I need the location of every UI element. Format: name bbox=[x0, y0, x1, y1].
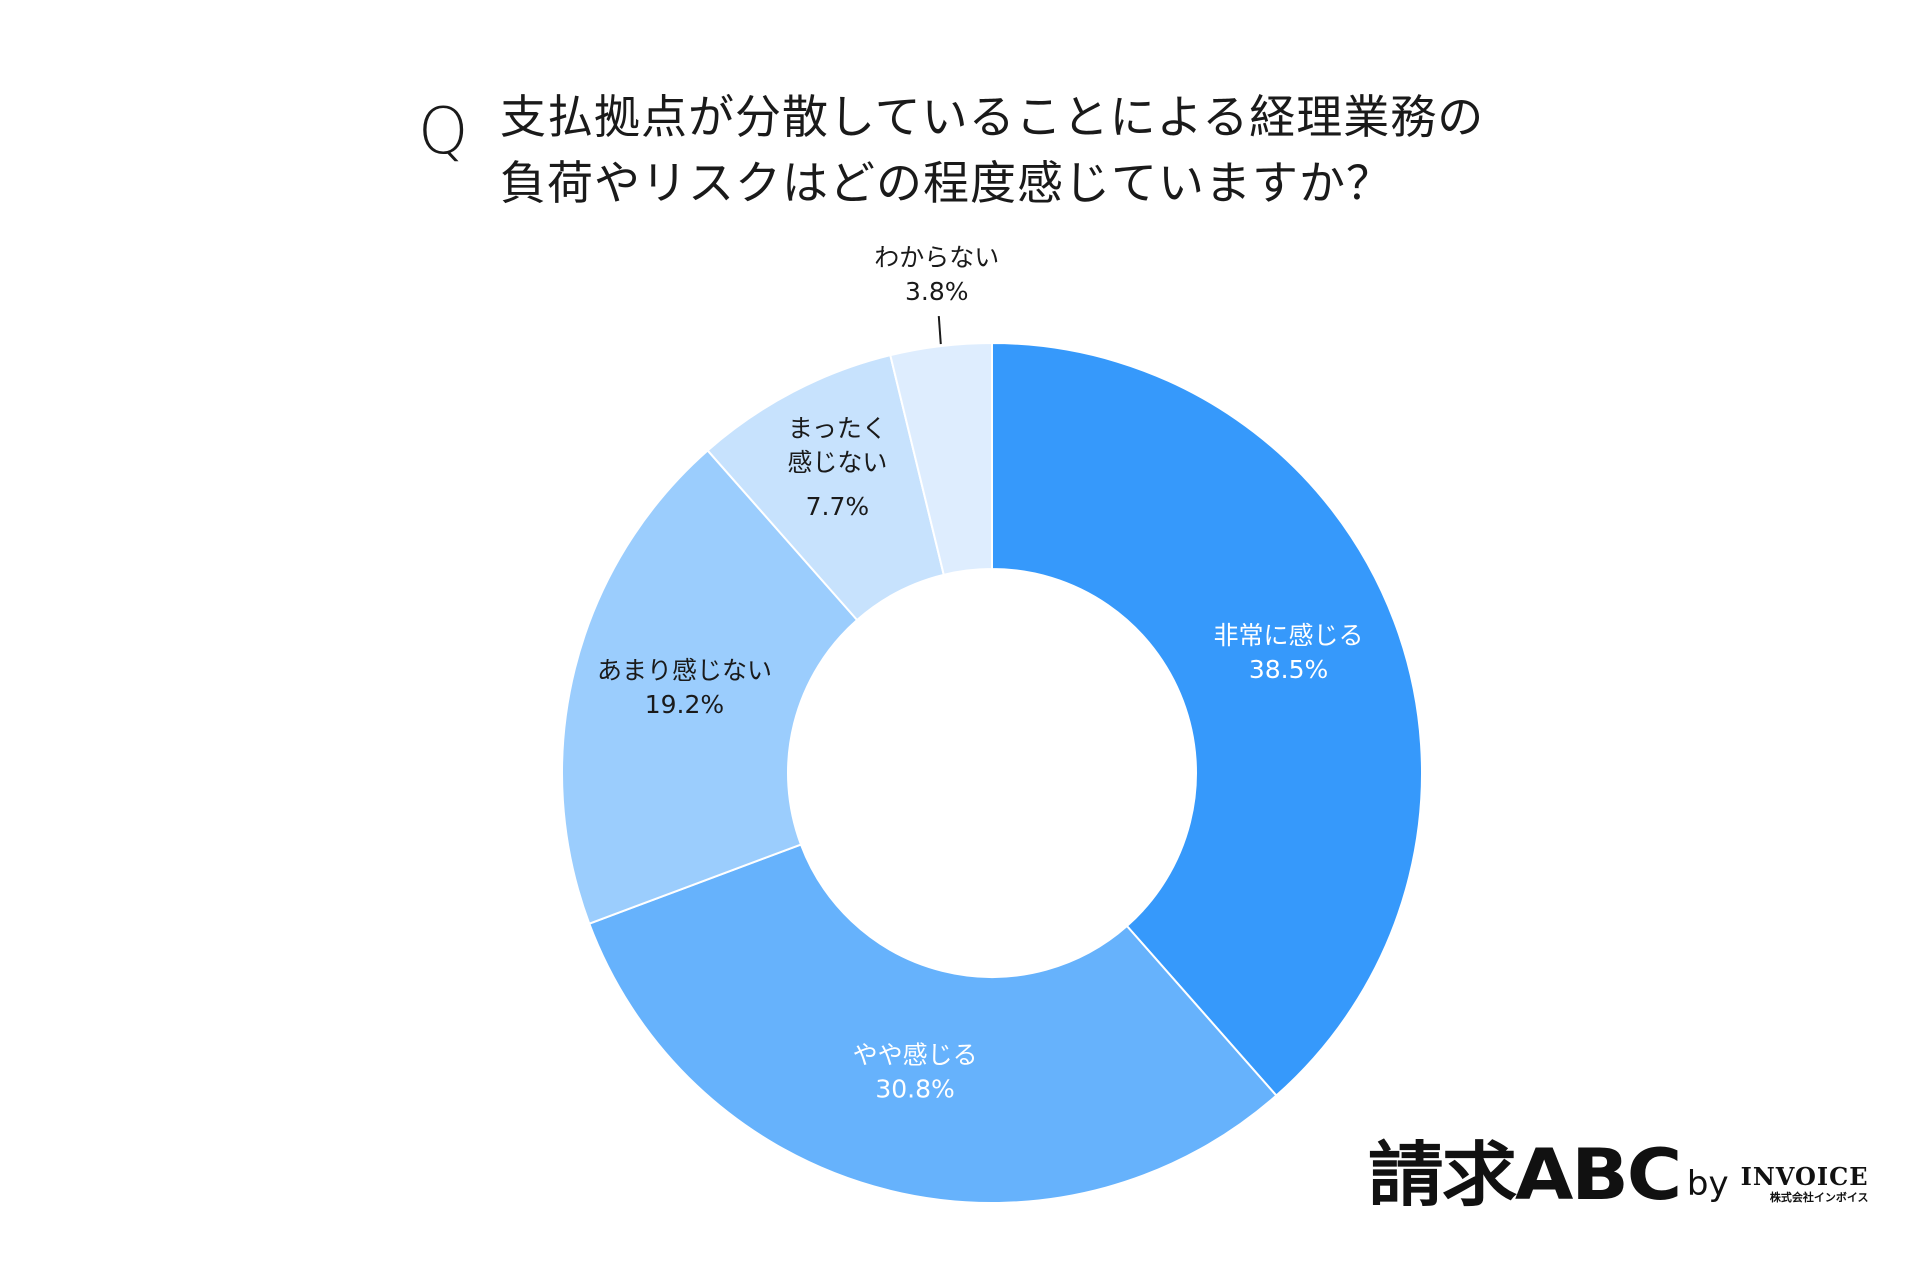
value-label-5: 3.8% bbox=[905, 277, 969, 306]
slice-label-4-2: 感じない bbox=[787, 448, 887, 477]
slice-label-4-1: まったく bbox=[788, 414, 887, 443]
logo-main-text: 請求ABC bbox=[1368, 1134, 1682, 1216]
logo-company-kana: 株式会社インボイス bbox=[1769, 1190, 1869, 1204]
slice-2 bbox=[587, 843, 1278, 1204]
slice-label-5-1: わからない bbox=[874, 243, 999, 272]
leader-line-5 bbox=[937, 315, 942, 345]
logo-by-text: by bbox=[1686, 1164, 1729, 1204]
logo-company-name: INVOICE bbox=[1740, 1161, 1869, 1191]
value-label-2: 30.8% bbox=[875, 1075, 954, 1104]
slice-3 bbox=[561, 449, 859, 926]
slice-5 bbox=[889, 341, 993, 576]
value-label-1: 38.5% bbox=[1249, 655, 1328, 684]
slice-label-3-1: あまり感じない bbox=[597, 656, 772, 685]
value-label-4: 7.7% bbox=[806, 492, 870, 521]
chart-question: 支払拠点が分散していることによる経理業務の 負荷やリスクはどの程度感じていますか… bbox=[500, 84, 1484, 216]
question-mark: Q bbox=[418, 95, 469, 169]
value-label-3: 19.2% bbox=[645, 690, 724, 719]
slice-1 bbox=[991, 341, 1423, 1097]
slice-label-2-1: やや感じる bbox=[853, 1041, 978, 1070]
slice-label-1-1: 非常に感じる bbox=[1214, 621, 1364, 650]
question-line-2: 負荷やリスクはどの程度感じていますか？ bbox=[500, 156, 1393, 210]
question-line-1: 支払拠点が分散していることによる経理業務の bbox=[500, 90, 1485, 144]
brand-logo: 請求ABC by INVOICE 株式会社インボイス bbox=[1368, 1130, 1869, 1210]
logo-company: INVOICE 株式会社インボイス bbox=[1740, 1161, 1869, 1204]
